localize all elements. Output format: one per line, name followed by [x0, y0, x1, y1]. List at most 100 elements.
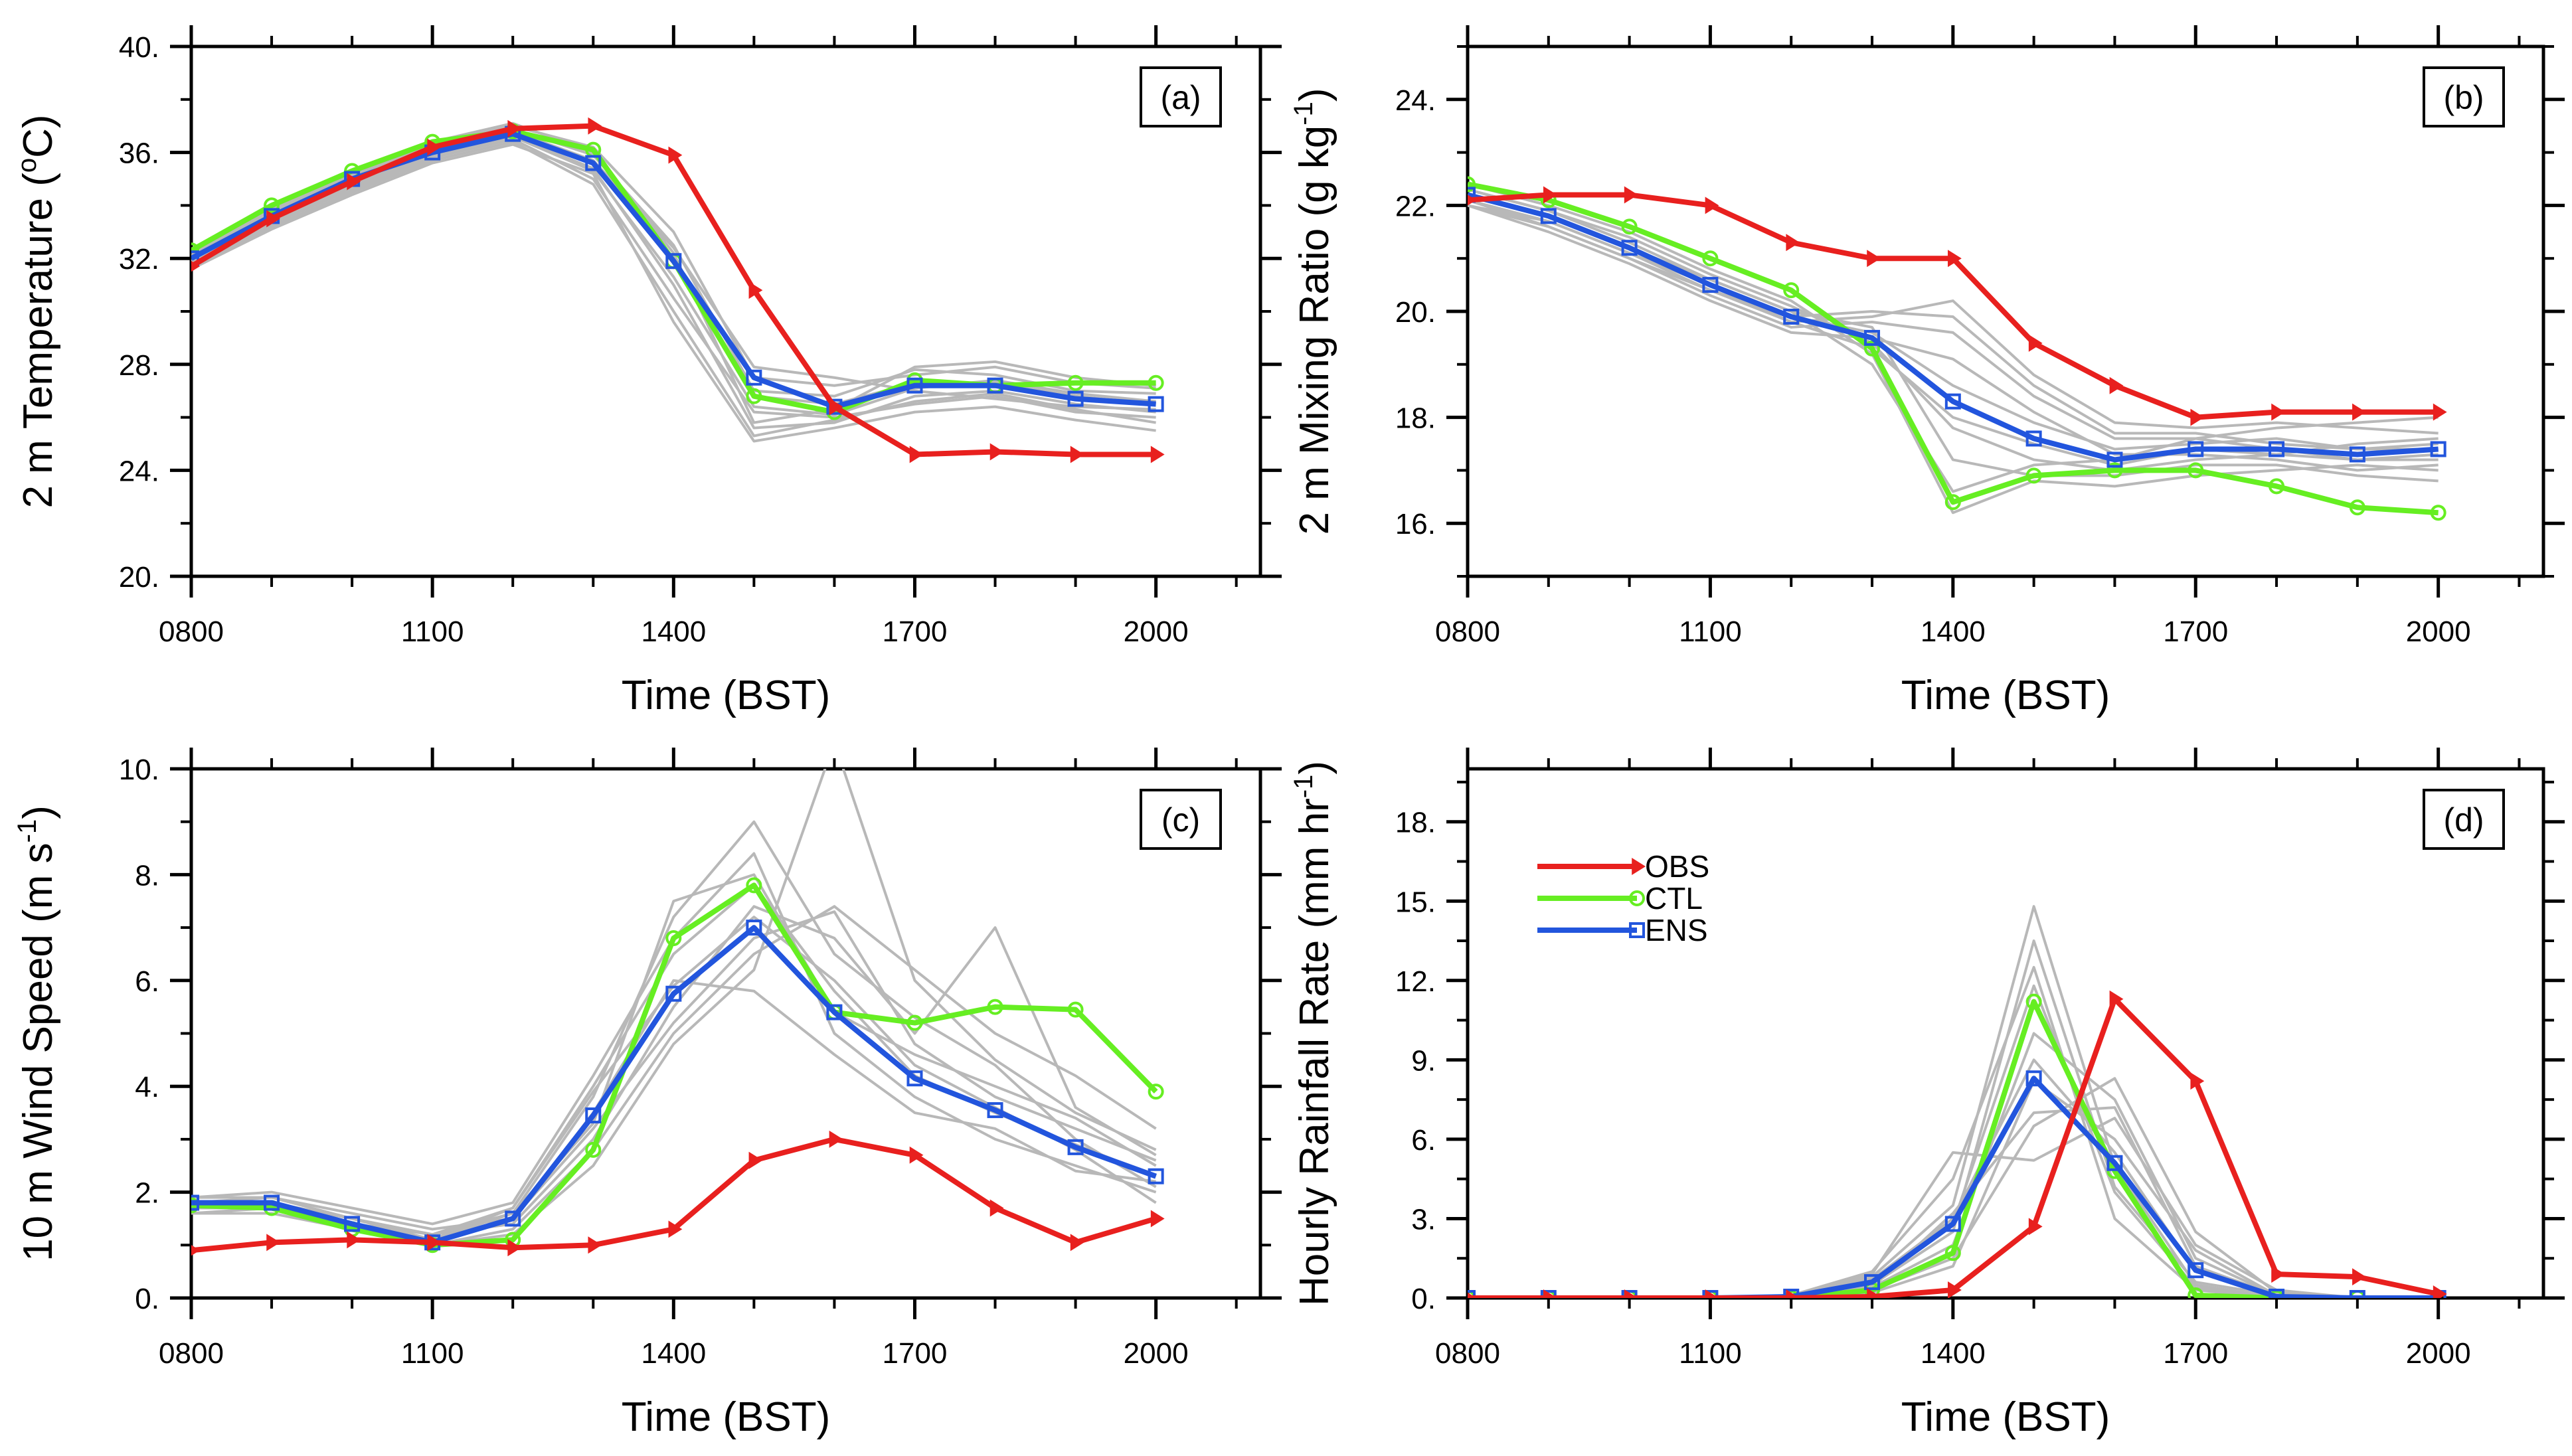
ens-point: [665, 253, 682, 270]
legend-marker-ctl: [1629, 890, 1645, 906]
obs-point: [2271, 1265, 2286, 1283]
y-tick-label: 24.: [119, 455, 159, 487]
ens-point: [1540, 1290, 1557, 1298]
member-line-8: [191, 979, 1156, 1242]
y-axis-label: 2 m Temperature (oC): [13, 114, 61, 508]
ctl-point: [2187, 462, 2204, 479]
obs-point: [191, 261, 200, 272]
y-tick-label: 28.: [119, 349, 159, 382]
plot-frame: [1466, 767, 2545, 1300]
y-tick-label: 0.: [135, 1283, 159, 1315]
panel-c: 0800 1100 1400 1700 2000 0. 2. 4. 6. 8. 10. Time (B…: [13, 748, 1282, 1440]
ens-point: [2187, 441, 2204, 457]
y-axis-label: 2 m Mixing Ratio (g kg-1): [1289, 88, 1337, 535]
y-tick-label: 15.: [1395, 886, 1436, 918]
ctl-point: [746, 388, 762, 404]
x-tick-label: 1100: [401, 615, 464, 648]
y-axis-label-sup: -1: [1289, 775, 1318, 799]
ctl-point: [1148, 1084, 1164, 1100]
x-axis-label: Time (BST): [622, 673, 831, 718]
member-line-6: [191, 852, 1157, 1226]
y-tick-label: 6.: [135, 965, 159, 998]
obs-point: [909, 445, 924, 463]
ens-point: [2349, 1290, 2365, 1298]
obs-point: [588, 1236, 602, 1254]
ctl-point: [264, 197, 280, 214]
panel-tag: (c): [1161, 801, 1200, 839]
member-line-10: [1468, 204, 2439, 467]
y-tick-label: 10.: [119, 754, 159, 786]
ens-point: [585, 1107, 602, 1124]
y-axis-label: Hourly Rainfall Rate (mm hr-1): [1289, 761, 1337, 1306]
legend-marker-obs: [1632, 858, 1646, 875]
ctl-point: [1621, 218, 1638, 235]
x-tick-label: 1100: [1679, 615, 1742, 648]
ctl-point: [987, 999, 1003, 1015]
obs-point: [1543, 186, 1557, 204]
ens-point: [1067, 390, 1084, 407]
y-axis-label-main: 10 m Wind Speed (m s: [15, 843, 61, 1261]
y-axis-label-sup: o: [13, 158, 42, 173]
obs-point: [2109, 990, 2124, 1008]
obs-point: [1468, 1292, 1476, 1298]
obs-point: [668, 146, 683, 164]
ctl-point: [1067, 1001, 1084, 1018]
obs-point: [829, 398, 843, 416]
legend-marker-ens: [1629, 922, 1645, 938]
obs-point: [2109, 376, 2124, 394]
ens-point: [2269, 1289, 2285, 1298]
x-tick-label: 1400: [641, 1337, 706, 1370]
plot-frame: [189, 44, 1262, 578]
panel-d: 0800 1100 1400 1700 2000 0. 3. 6. 9. 12. 15. 18. Tim…: [1289, 748, 2565, 1440]
y-tick-label: 40.: [119, 31, 159, 64]
obs-point: [191, 1245, 200, 1256]
y-tick-label: 2.: [135, 1177, 159, 1210]
obs-point: [989, 1199, 1004, 1217]
obs-point: [2190, 1072, 2205, 1090]
y-axis-label-sup: -1: [13, 819, 42, 843]
member-line-8: [191, 143, 1156, 443]
ctl-point: [585, 1141, 602, 1158]
ens-point: [2025, 1070, 2042, 1087]
ctl-point: [1944, 1245, 1961, 1261]
obs-point: [1624, 1289, 1638, 1298]
x-tick-label: 0800: [1435, 615, 1500, 648]
y-axis-label-sup: -1: [1289, 102, 1318, 125]
ens-point: [1067, 1139, 1084, 1155]
x-tick-label: 1400: [1921, 615, 1986, 648]
obs-point: [2028, 334, 2043, 352]
panel-a: 0800 1100 1400 1700 2000 20. 24. 28. 32. 36. 40. Ti…: [13, 25, 1282, 718]
ctl-point: [2025, 993, 2042, 1010]
y-axis-label-rest: C): [15, 114, 61, 157]
y-tick-label: 18.: [1395, 402, 1436, 435]
panel-tag-box: [2423, 789, 2505, 850]
y-tick-label: 22.: [1395, 190, 1436, 222]
y-axis-label-rest: ): [1292, 761, 1337, 775]
ctl-point: [1864, 340, 1881, 357]
ens-point: [191, 1194, 199, 1211]
ens-point: [1540, 208, 1557, 224]
ctl-series-line: [191, 882, 1158, 1248]
panel-tag-box: [1140, 789, 1222, 850]
obs-point: [1070, 1234, 1084, 1252]
obs-point: [1786, 1289, 1800, 1298]
ens-point: [826, 1004, 843, 1020]
x-tick-label: 1400: [641, 615, 706, 648]
panel-b: 0800 1100 1400 1700 2000 16. 18. 20. 22. 24. Time …: [1289, 25, 2565, 718]
member-line-8: [1468, 1080, 2439, 1298]
panel-tag: (a): [1160, 79, 1201, 116]
obs-point: [2433, 1285, 2447, 1298]
obs-point: [2028, 1218, 2043, 1236]
obs-point: [989, 443, 1004, 461]
member-line-1: [191, 137, 1156, 419]
ens-point: [987, 1102, 1003, 1119]
y-tick-label: 8.: [135, 859, 159, 892]
ens-point: [906, 1070, 923, 1087]
obs-point: [668, 1220, 683, 1238]
member-line-3: [1468, 965, 2439, 1298]
member-line-4: [1468, 183, 2439, 515]
legend-label-ctl: CTL: [1645, 881, 1703, 916]
obs-point: [1705, 1289, 1719, 1298]
member-line-9: [191, 129, 1156, 411]
